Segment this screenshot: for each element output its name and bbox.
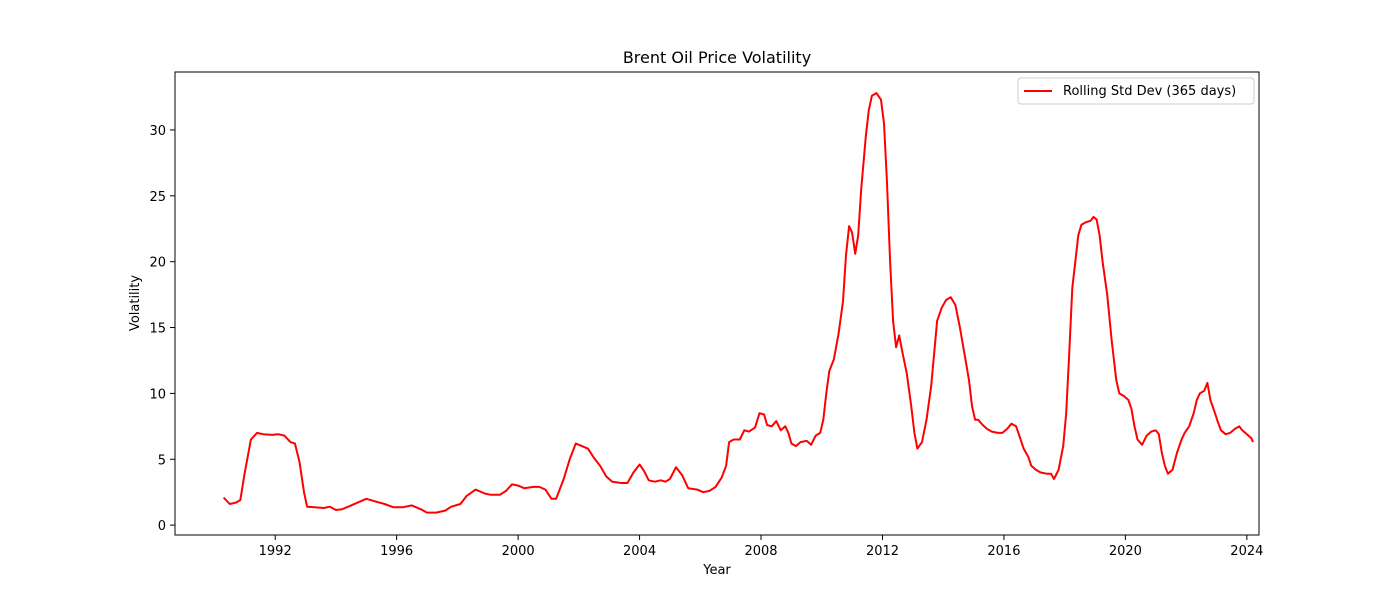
y-axis-ticks: 0 5 10 15 20 25 30 (149, 124, 175, 534)
x-tick-label: 2008 (744, 544, 777, 559)
x-tick-label: 2012 (866, 544, 899, 559)
y-tick-label: 20 (149, 256, 166, 271)
y-tick-label: 25 (149, 190, 166, 205)
x-tick-label: 2020 (1109, 544, 1142, 559)
plot-area (174, 71, 1260, 536)
x-tick-label: 2016 (987, 544, 1020, 559)
y-tick-label: 0 (158, 519, 166, 534)
x-tick-label: 2024 (1230, 544, 1263, 559)
y-axis-label: Volatility (128, 275, 143, 331)
x-axis-label: Year (702, 563, 731, 578)
series-line-rolling-std-dev (222, 92, 1254, 514)
chart-title: Brent Oil Price Volatility (623, 48, 811, 67)
legend: Rolling Std Dev (365 days) (1017, 77, 1255, 105)
y-tick-label: 15 (149, 322, 166, 337)
y-tick-label: 5 (158, 453, 166, 468)
y-tick-label: 10 (149, 387, 166, 402)
x-tick-label: 1992 (259, 544, 292, 559)
x-tick-label: 2004 (623, 544, 656, 559)
y-tick-label: 30 (149, 124, 166, 139)
legend-label: Rolling Std Dev (365 days) (1063, 84, 1236, 99)
x-axis-ticks: 1992 1996 2000 2004 2008 2012 2016 2020 2024 (259, 535, 1263, 559)
x-tick-label: 1996 (380, 544, 413, 559)
legend-box (1017, 77, 1255, 105)
series-layer (222, 92, 1254, 514)
x-tick-label: 2000 (502, 544, 535, 559)
